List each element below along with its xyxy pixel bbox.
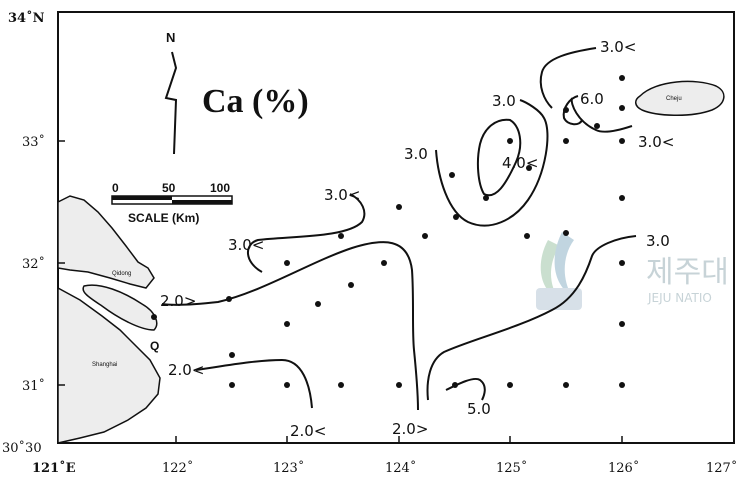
contour-label: 3.0: [492, 92, 516, 110]
coast-south: [57, 286, 161, 444]
watermark-wave-icon: [554, 232, 574, 296]
q-marker-point: [151, 314, 157, 320]
lat-label-32: 32˚: [22, 256, 45, 272]
station: [338, 233, 344, 239]
contour-2.0-upper: [161, 241, 419, 411]
north-arrow: N: [164, 30, 178, 155]
station: [619, 260, 625, 266]
contour-3.0-jeju-east: [570, 97, 633, 133]
scale-label: SCALE (Km): [128, 211, 199, 225]
scale-bar: 0 50 100 SCALE (Km): [111, 181, 233, 225]
contour-label: 4.0<: [502, 154, 538, 172]
station: [453, 214, 459, 220]
scale-tick-0: 0: [112, 181, 119, 195]
contour-label: 3.0: [646, 232, 670, 250]
lon-label-125: 125˚: [496, 460, 527, 476]
contour-label: 6.0: [580, 90, 604, 108]
station: [284, 382, 290, 388]
station: [619, 75, 625, 81]
qidong-label: Qidong: [112, 271, 131, 277]
contour-label: 3.0<: [228, 236, 264, 254]
shanghai-label: Shanghai: [92, 362, 117, 368]
contour-value-labels: 3.0< 6.0 3.0 4.0< 3.0 3.0< 3.0< 3.0< 3.0…: [160, 38, 674, 440]
station: [229, 352, 235, 358]
changxing-island: [82, 284, 158, 331]
station: [507, 382, 513, 388]
lon-label-123: 123˚: [273, 460, 304, 476]
contour-label: 3.0: [404, 145, 428, 163]
station: [526, 165, 532, 171]
watermark: 제주대 JEJU NATIO: [536, 232, 729, 310]
station: [348, 282, 354, 288]
station: [524, 233, 530, 239]
north-arrow-icon: [164, 51, 178, 155]
contour-5.0: [445, 378, 486, 401]
station: [563, 230, 569, 236]
contour-label: 3.0<: [638, 133, 674, 151]
station: [483, 195, 489, 201]
watermark-english: JEJU NATIO: [647, 291, 712, 305]
station: [449, 172, 455, 178]
map-title: Ca (%): [202, 83, 309, 120]
watermark-korean: 제주대: [646, 255, 729, 290]
sampling-stations: [226, 75, 625, 388]
coast-north: [57, 195, 155, 289]
scale-tick-100: 100: [210, 181, 230, 195]
contour-lines: [161, 47, 637, 411]
north-label: N: [166, 30, 175, 45]
scale-bar-fill-b: [172, 200, 232, 204]
watermark-base-icon: [536, 288, 582, 310]
station: [315, 301, 321, 307]
jeju-island: [635, 80, 725, 117]
contour-label: 2.0<: [290, 422, 326, 440]
q-marker-label: Q: [150, 339, 159, 353]
station: [284, 321, 290, 327]
axis-labels: 34˚N 33˚ 32˚ 31˚ 30˚30 121˚E 122˚ 123˚ 1…: [2, 10, 737, 476]
lat-label-3030: 30˚30: [2, 440, 42, 456]
station: [619, 382, 625, 388]
lon-label-126: 126˚: [608, 460, 639, 476]
station: [563, 382, 569, 388]
contour-label: 2.0<: [168, 361, 204, 379]
scale-bar-fill-a: [112, 196, 172, 200]
jeju-label: Cheju: [666, 96, 682, 102]
station: [338, 382, 344, 388]
station: [619, 321, 625, 327]
station: [229, 382, 235, 388]
station: [507, 138, 513, 144]
lat-label-33: 33˚: [22, 134, 45, 150]
lat-label-31: 31˚: [22, 378, 45, 394]
contour-label: 2.0>: [160, 292, 196, 310]
axis-ticks: [58, 140, 623, 443]
contour-label: 3.0<: [600, 38, 636, 56]
contour-3.0-east: [426, 235, 637, 401]
scale-tick-50: 50: [162, 181, 176, 195]
station: [619, 195, 625, 201]
china-coast: [57, 195, 161, 444]
station: [396, 204, 402, 210]
contour-label: 5.0: [467, 400, 491, 418]
station: [422, 233, 428, 239]
contour-4.0: [476, 118, 522, 197]
station: [396, 382, 402, 388]
contour-3.0-jeju-west: [539, 47, 597, 109]
station: [619, 138, 625, 144]
watermark-leaf-icon: [540, 240, 560, 300]
contour-label: 3.0<: [324, 186, 360, 204]
station: [594, 123, 600, 129]
lon-label-124: 124˚: [385, 460, 416, 476]
station: [284, 260, 290, 266]
contour-3.0-central: [435, 99, 549, 227]
contour-label: 2.0>: [392, 420, 428, 438]
contour-2.0-lower: [195, 358, 313, 409]
station: [619, 105, 625, 111]
contour-3.0-west: [247, 193, 366, 273]
station: [381, 260, 387, 266]
lon-label-127: 127˚: [706, 460, 737, 476]
station: [563, 138, 569, 144]
lon-label-122: 122˚: [162, 460, 193, 476]
lon-label-121: 121˚E: [32, 460, 76, 476]
lat-label-34: 34˚N: [8, 10, 45, 26]
